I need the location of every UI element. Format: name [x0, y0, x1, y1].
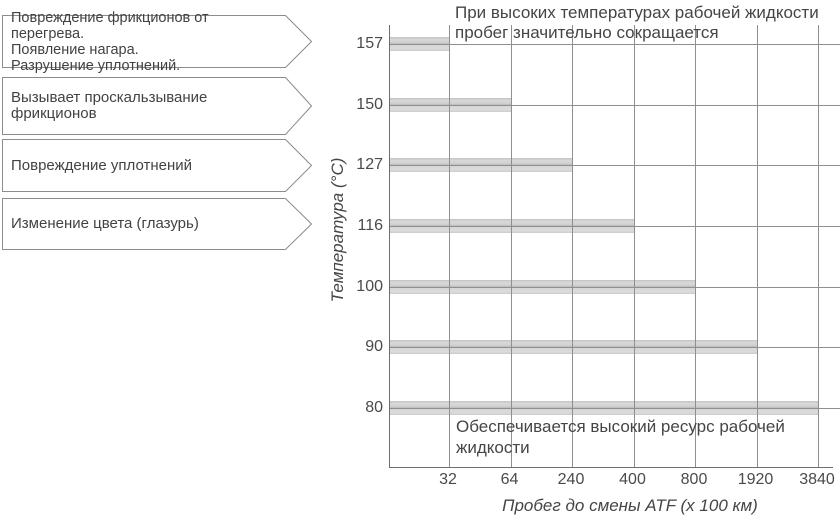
y-tick-label: 127: [356, 156, 383, 173]
callout-text: Повреждение уплотнений: [11, 139, 278, 192]
v-gridline: [756, 25, 758, 467]
y-tick-label: 100: [356, 278, 383, 295]
callout-box-overheat: Повреждение фрикционов от перегрева. Поя…: [2, 10, 312, 74]
h-gridline: [390, 44, 840, 45]
x-axis-title: Пробег до смены ATF (x 100 км): [502, 496, 758, 515]
callout-text: Повреждение фрикционов от перегрева. Поя…: [11, 10, 278, 74]
callout-line: Разрушение уплотнений.: [11, 57, 181, 74]
callout-box-slipping: Вызывает проскальзывание фрикционов: [2, 77, 312, 135]
x-tick-label: 3840: [799, 471, 835, 488]
annotation-low-temp: Обеспечивается высокий ресурс рабочей жи…: [456, 416, 816, 458]
v-gridline: [818, 25, 819, 467]
chart-title: При высоких температурах рабочей жидкост…: [455, 3, 840, 43]
h-gridline: [390, 347, 840, 348]
plot-area: [389, 25, 840, 468]
chart-title-line: пробег значительно сокращается: [455, 23, 719, 42]
annotation-line: Обеспечивается высокий ресурс рабочей: [456, 417, 785, 436]
callout-line: Изменение цвета (глазурь): [11, 215, 199, 232]
v-gridline: [695, 25, 696, 467]
h-gridline: [390, 105, 840, 106]
v-gridline: [510, 25, 512, 467]
callout-line: Повреждение фрикционов от перегрева.: [11, 9, 209, 42]
x-tick-label: 240: [557, 471, 585, 488]
callout-arrow-shape: [2, 15, 312, 68]
callout-line: Появление нагара.: [11, 41, 139, 58]
x-tick-label: 1920: [737, 471, 774, 488]
y-tick-label: 90: [365, 338, 383, 355]
callout-arrow-shape: [2, 198, 312, 250]
y-tick-label: 80: [365, 399, 383, 416]
v-gridline: [633, 25, 635, 467]
callout-line: Повреждение уплотнений: [11, 156, 193, 174]
annotation-line: жидкости: [456, 438, 530, 457]
x-tick-label: 64: [500, 471, 519, 488]
v-gridline: [572, 25, 573, 467]
callout-box-seal-damage: Повреждение уплотнений: [2, 139, 312, 192]
v-gridline: [449, 25, 450, 467]
callout-text: Изменение цвета (глазурь): [11, 198, 278, 250]
x-tick-label: 800: [680, 471, 708, 488]
callout-line: Вызывает проскальзывание фрикционов: [11, 89, 208, 122]
y-tick-label: 150: [356, 96, 383, 113]
x-tick-label: 400: [619, 471, 646, 488]
chart-title-line: При высоких температурах рабочей жидкост…: [455, 3, 819, 22]
callout-box-color-change: Изменение цвета (глазурь): [2, 198, 312, 250]
callout-text: Вызывает проскальзывание фрикционов: [11, 77, 278, 135]
x-tick-label: 32: [439, 471, 457, 488]
callout-arrow-shape: [2, 77, 312, 135]
y-tick-label: 116: [357, 217, 383, 234]
y-tick-label: 157: [356, 35, 383, 52]
h-gridline: [390, 408, 840, 409]
h-gridline: [390, 287, 840, 288]
h-gridline: [390, 226, 840, 227]
h-gridline: [390, 165, 840, 166]
callout-arrow-shape: [2, 139, 312, 192]
